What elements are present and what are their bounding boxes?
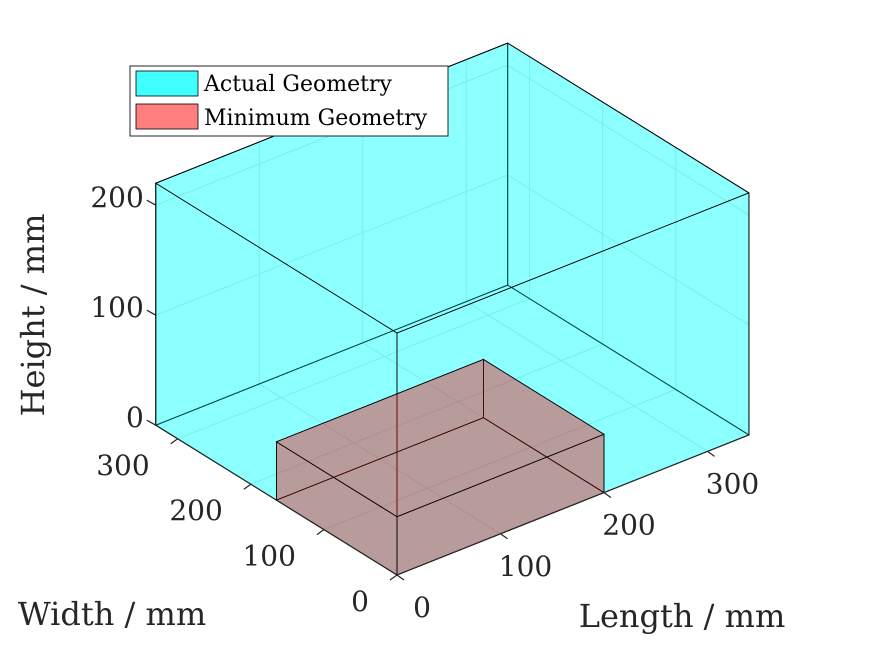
- x-tick-label: 0: [413, 591, 431, 624]
- y-tick-label: 0: [351, 585, 369, 618]
- grid-line-y-floor: [177, 298, 530, 440]
- grid-line-z-back: [155, 174, 508, 316]
- z-tick-mark: [146, 419, 157, 426]
- y-tick-label: 100: [242, 540, 295, 573]
- y-tick-label: 300: [96, 449, 149, 482]
- z-tick-mark: [146, 199, 157, 206]
- legend-swatch-actual: [135, 70, 199, 97]
- x-tick-label: 300: [706, 467, 759, 500]
- legend: Actual Geometry Minimum Geometry: [129, 65, 449, 137]
- y-tick-mark: [389, 574, 398, 581]
- y-tick-mark: [170, 438, 179, 445]
- y-tick-label: 200: [169, 494, 222, 527]
- z-tick-mark: [146, 309, 157, 316]
- legend-label-actual: Actual Geometry: [203, 72, 392, 97]
- legend-swatch-minimum: [135, 103, 199, 130]
- box-minimum-geometry: [275, 358, 605, 576]
- x-tick-mark: [707, 450, 715, 457]
- grid-line-z-side: [507, 64, 750, 216]
- z-axis-label: Height / mm: [14, 214, 52, 417]
- axis-ticks: 0 100 200 300 0 100 200 300 0 100 200: [90, 181, 759, 624]
- z-tick-label: 100: [90, 291, 143, 324]
- x-axis-label: Length / mm: [579, 597, 786, 635]
- x-tick-mark: [603, 492, 612, 499]
- x-axis-line: [396, 434, 750, 576]
- y-tick-mark: [316, 529, 325, 536]
- grid-line-y-floor: [250, 343, 603, 485]
- legend-label-minimum: Minimum Geometry: [204, 106, 428, 131]
- y-tick-mark: [243, 483, 252, 490]
- grid-line-y-floor: [323, 389, 676, 531]
- x-tick-label: 100: [499, 550, 552, 583]
- y-axis-label: Width / mm: [18, 595, 206, 633]
- grid-line-z-side: [507, 174, 750, 326]
- x-tick-label: 200: [602, 509, 655, 542]
- box-face: [154, 42, 750, 334]
- y-axis-line: [155, 424, 398, 576]
- x-tick-mark: [500, 533, 508, 540]
- z-tick-label: 0: [126, 401, 144, 434]
- z-tick-label: 200: [90, 181, 143, 214]
- box-face: [275, 358, 605, 518]
- x-tick-mark: [396, 574, 405, 581]
- geometry-boxes: [154, 42, 750, 576]
- grid-line-x-floor: [466, 301, 708, 452]
